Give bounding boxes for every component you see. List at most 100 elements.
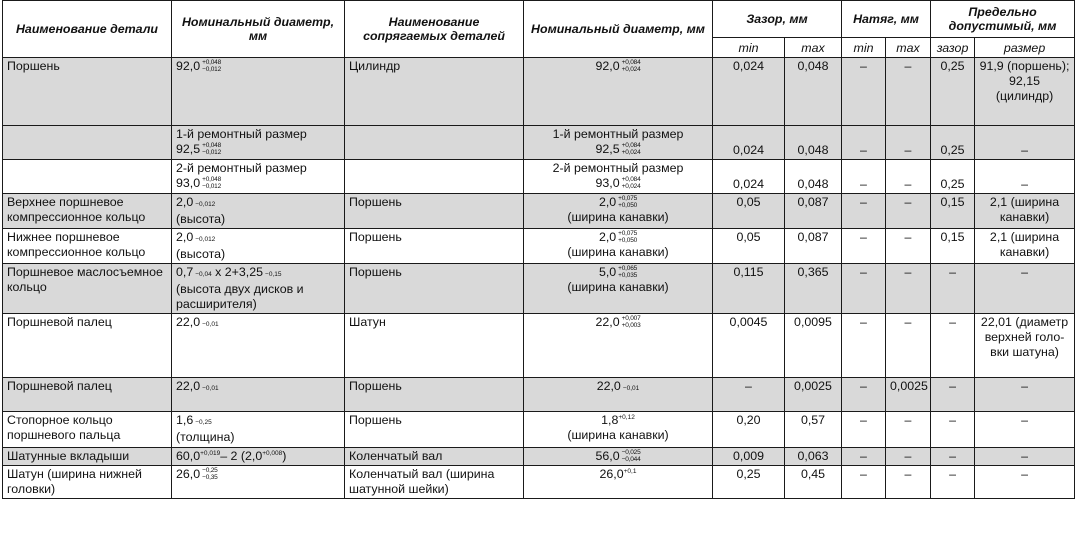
cell-mate-nominal: 26,0+0,1 <box>523 465 713 499</box>
header-interference-max: max <box>884 37 932 58</box>
cell-clearance-max: 0,0095 <box>784 313 842 378</box>
cell-limit-clearance: – <box>930 465 976 499</box>
nominal-value: 22,0 <box>176 315 201 329</box>
cell-limit-clearance: 0,25 <box>930 125 976 160</box>
nominal-value: 22,0 <box>176 379 201 393</box>
mate-tolerance: +0,12 <box>618 413 635 421</box>
cell-mate-nominal: 2,0 +0,075 +0,050 (ширина канавки) <box>523 193 713 229</box>
mate-value: 92,0 <box>595 59 620 73</box>
nominal-value: 1,6 <box>176 413 194 427</box>
cell-interference-max: – <box>884 465 932 499</box>
cell-mate: Поршень <box>344 193 524 229</box>
cell-mate-nominal: 2-й ремонтный размер 93,0 +0,084 +0,024 <box>523 159 713 194</box>
repair-size-label: 1-й ремонтный размер <box>176 127 307 141</box>
mate-note: (ширина канавки) <box>567 280 669 294</box>
spec-table-container: Наименование детали Номинальный диаметр,… <box>2 0 1076 499</box>
cell-mate-nominal: 1-й ремонтный размер 92,5 +0,084 +0,024 <box>523 125 713 160</box>
cell-mate-nominal: 22,0 +0,007 +0,003 <box>523 313 713 378</box>
cell-part: Шатунные вкладыши <box>2 447 172 466</box>
table-row: 2-й ремонтный размер 93,0 +0,048 −0,012 2-… <box>2 159 1076 194</box>
header-clearance-max: max <box>784 37 842 58</box>
cell-interference-max: – <box>884 159 932 194</box>
tolerance: −0,01 <box>202 321 219 328</box>
nominal-end: ) <box>282 449 287 463</box>
table-row: Поршень 92,0 +0,048 −0,012 Цилиндр 92,0 +0,… <box>2 57 1076 126</box>
tolerance: +0,048 −0,012 <box>202 60 221 73</box>
nominal-value: 93,0 <box>176 176 201 190</box>
cell-limit-size: – <box>974 411 1076 448</box>
header-clearance-min: min <box>712 37 785 58</box>
repair-size-label: 2-й ремонтный размер <box>552 161 684 175</box>
cell-limit-size: – <box>974 465 1076 499</box>
tol-lower: +0,050 <box>618 201 638 209</box>
mate-tolerance: +0,075 +0,050 <box>618 196 637 209</box>
tolerance-a: +0,019 <box>200 449 221 457</box>
cell-clearance-min: 0,115 <box>712 263 785 314</box>
nominal-note: (высота) <box>176 247 226 261</box>
cell-part: Поршневой палец <box>2 313 172 378</box>
table-row: Поршневой палец 22,0 −0,01 Поршень 22,0 −0… <box>2 377 1076 412</box>
header-limit-clearance: зазор <box>930 37 976 58</box>
cell-interference-max: – <box>884 57 932 126</box>
table-row: Поршневой палец 22,0 −0,01 Шатун 22,0 +0,0… <box>2 313 1076 378</box>
tol-lower: +0,024 <box>621 182 641 190</box>
cell-limit-clearance: – <box>930 263 976 314</box>
cell-limit-clearance: – <box>930 447 976 466</box>
tol-upper: −0,25 <box>202 467 218 475</box>
cell-interference-min: – <box>841 193 886 229</box>
cell-part: Поршневой палец <box>2 377 172 412</box>
cell-clearance-max: 0,45 <box>784 465 842 499</box>
cell-interference-min: – <box>841 411 886 448</box>
table-row: Поршневое маслосъемное кольцо 0,7 −0,04 х… <box>2 263 1076 314</box>
cell-mate-nominal: 1,8+0,12 (ширина канавки) <box>523 411 713 448</box>
mate-value: 93,0 <box>595 176 620 190</box>
cell-limit-size: 91,9 (поршень); 92,15 (цилиндр) <box>974 57 1076 126</box>
nominal-value: 92,5 <box>176 142 201 156</box>
cell-nominal: 1-й ремонтный размер 92,5 +0,048 −0,012 <box>171 125 345 160</box>
cell-nominal: 1,6 −0,25 (толщина) <box>171 411 345 448</box>
cell-interference-min: – <box>841 125 886 160</box>
table-row: Верхнее поршневое компрессионное кольцо … <box>2 193 1076 229</box>
tol-upper: +0,048 <box>202 59 221 67</box>
header-interference: Натяг, мм <box>840 0 932 38</box>
mate-value: 92,5 <box>595 142 620 156</box>
cell-limit-size: – <box>974 263 1076 314</box>
cell-clearance-max: 0,063 <box>784 447 842 466</box>
mate-value: 26,0 <box>599 467 624 481</box>
cell-limit-size: 2,1 (ширина канавки) <box>974 193 1076 229</box>
tol-lower: +0,024 <box>621 148 641 156</box>
cell-clearance-min: 0,0045 <box>712 313 785 378</box>
tol-upper: +0,048 <box>202 142 221 150</box>
cell-mate: Поршень <box>344 411 524 448</box>
cell-clearance-max: 0,087 <box>784 193 842 229</box>
tol-upper: +0,065 <box>618 265 638 273</box>
mate-tolerance: +0,1 <box>623 467 637 475</box>
cell-nominal: 60,0+0,019– 2 (2,0+0,008) <box>171 447 345 466</box>
cell-interference-max: – <box>884 125 932 160</box>
cell-interference-min: – <box>841 377 886 412</box>
cell-clearance-min: 0,024 <box>712 159 785 194</box>
tol-upper: +0,075 <box>618 230 638 238</box>
table-row: 1-й ремонтный размер 92,5 +0,048 −0,012 1-… <box>2 125 1076 160</box>
cell-clearance-min: 0,024 <box>712 57 785 126</box>
cell-mate: Поршень <box>344 377 524 412</box>
cell-nominal: 22,0 −0,01 <box>171 377 345 412</box>
cell-interference-min: – <box>841 263 886 314</box>
cell-limit-size: – <box>974 125 1076 160</box>
tol-upper: −0,025 <box>621 449 641 457</box>
cell-mate <box>344 159 524 194</box>
cell-limit-size: – <box>974 447 1076 466</box>
tol-lower: −0,012 <box>202 182 221 190</box>
table-row: Стопорное кольцо поршневого пальца 1,6 −0… <box>2 411 1076 448</box>
tolerance-b: +0,008 <box>262 449 283 457</box>
nominal-note: (толщина) <box>176 430 235 444</box>
cell-clearance-min: 0,20 <box>712 411 785 448</box>
table-row: Шатун (ширина нижней головки) 26,0 −0,25−… <box>2 465 1076 499</box>
cell-part: Нижнее поршневое компрессионное кольцо <box>2 228 172 264</box>
cell-interference-max: – <box>884 313 932 378</box>
nominal-value-b: х 2+3,25 <box>215 265 264 279</box>
cell-clearance-min: – <box>712 377 785 412</box>
tolerance: −0,012 <box>195 201 216 208</box>
nominal-value: 92,0 <box>176 59 201 73</box>
tol-upper: +0,084 <box>621 142 641 150</box>
